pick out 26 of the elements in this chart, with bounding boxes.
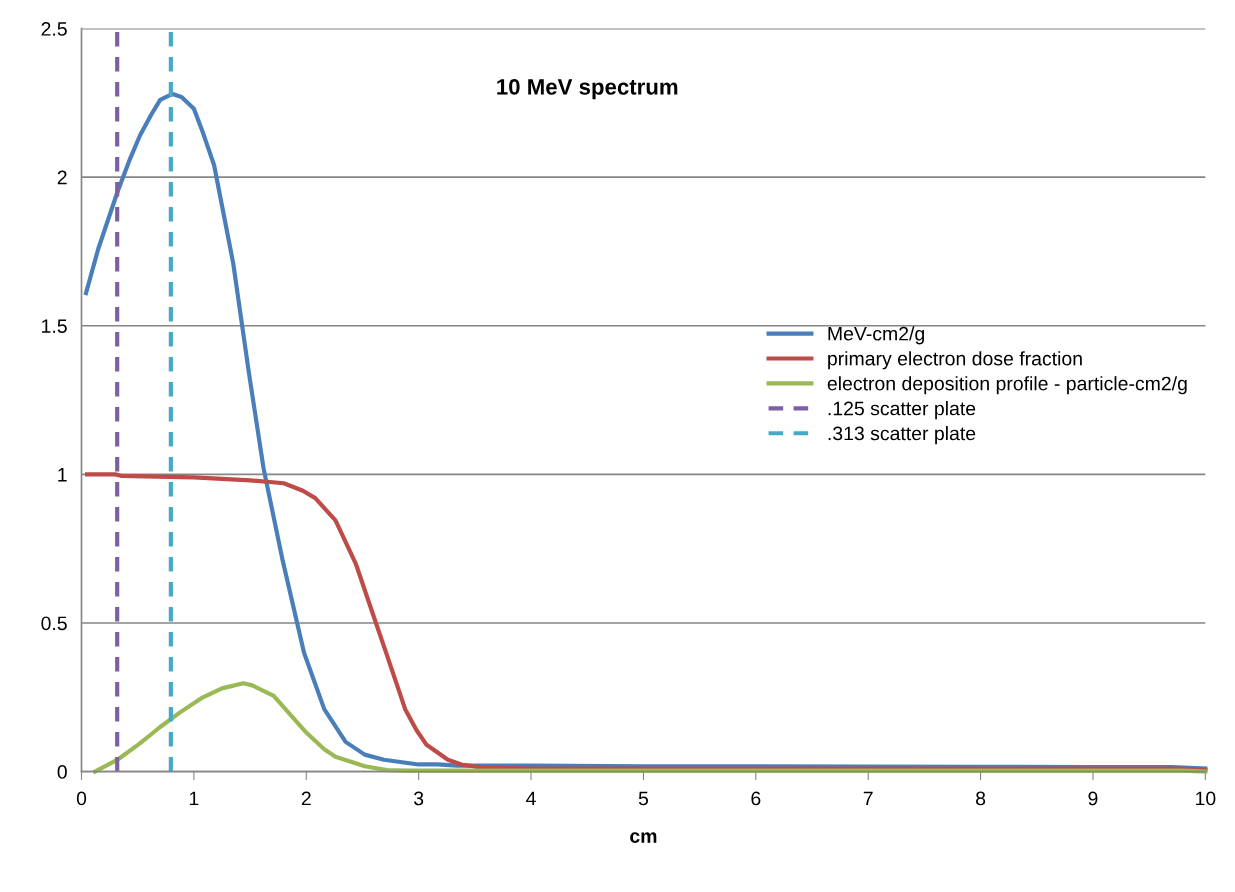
x-tick-label: 3 (414, 791, 424, 806)
x-axis-title: cm (630, 832, 657, 843)
line-series (92, 681, 1208, 774)
y-tick-label: 1.5 (42, 319, 67, 333)
legend-label: primary electron dose fraction (828, 351, 1082, 370)
x-tick-label: 0 (76, 791, 87, 806)
legend-label: .313 scatter plate (828, 426, 976, 445)
x-tick-label: 9 (1088, 791, 1098, 806)
line-series (85, 472, 1208, 773)
y-tick-label: 1 (58, 468, 67, 482)
legend-label: MeV-cm2/g (828, 326, 924, 345)
x-tick-label: 8 (976, 791, 986, 806)
x-tick-label: 6 (751, 791, 761, 806)
text: 10 MeV spectrum (497, 79, 678, 100)
legend-label: electron deposition profile - particle-cm2/g (827, 376, 1187, 395)
x-tick-label: 5 (638, 791, 649, 806)
legend-label: .125 scatter plate (828, 401, 976, 420)
y-tick-label: 2.5 (41, 22, 67, 36)
y-tick-label: 2 (57, 170, 67, 185)
x-tick-label: 4 (526, 791, 536, 806)
y-tick-label: 0.5 (41, 616, 67, 631)
x-tick-label: 1 (189, 791, 199, 806)
y-tick-label: 0 (57, 765, 67, 779)
x-tick-label: 7 (863, 791, 873, 806)
x-tick-label: 10 (1196, 791, 1216, 806)
x-tick-label: 2 (301, 791, 311, 806)
